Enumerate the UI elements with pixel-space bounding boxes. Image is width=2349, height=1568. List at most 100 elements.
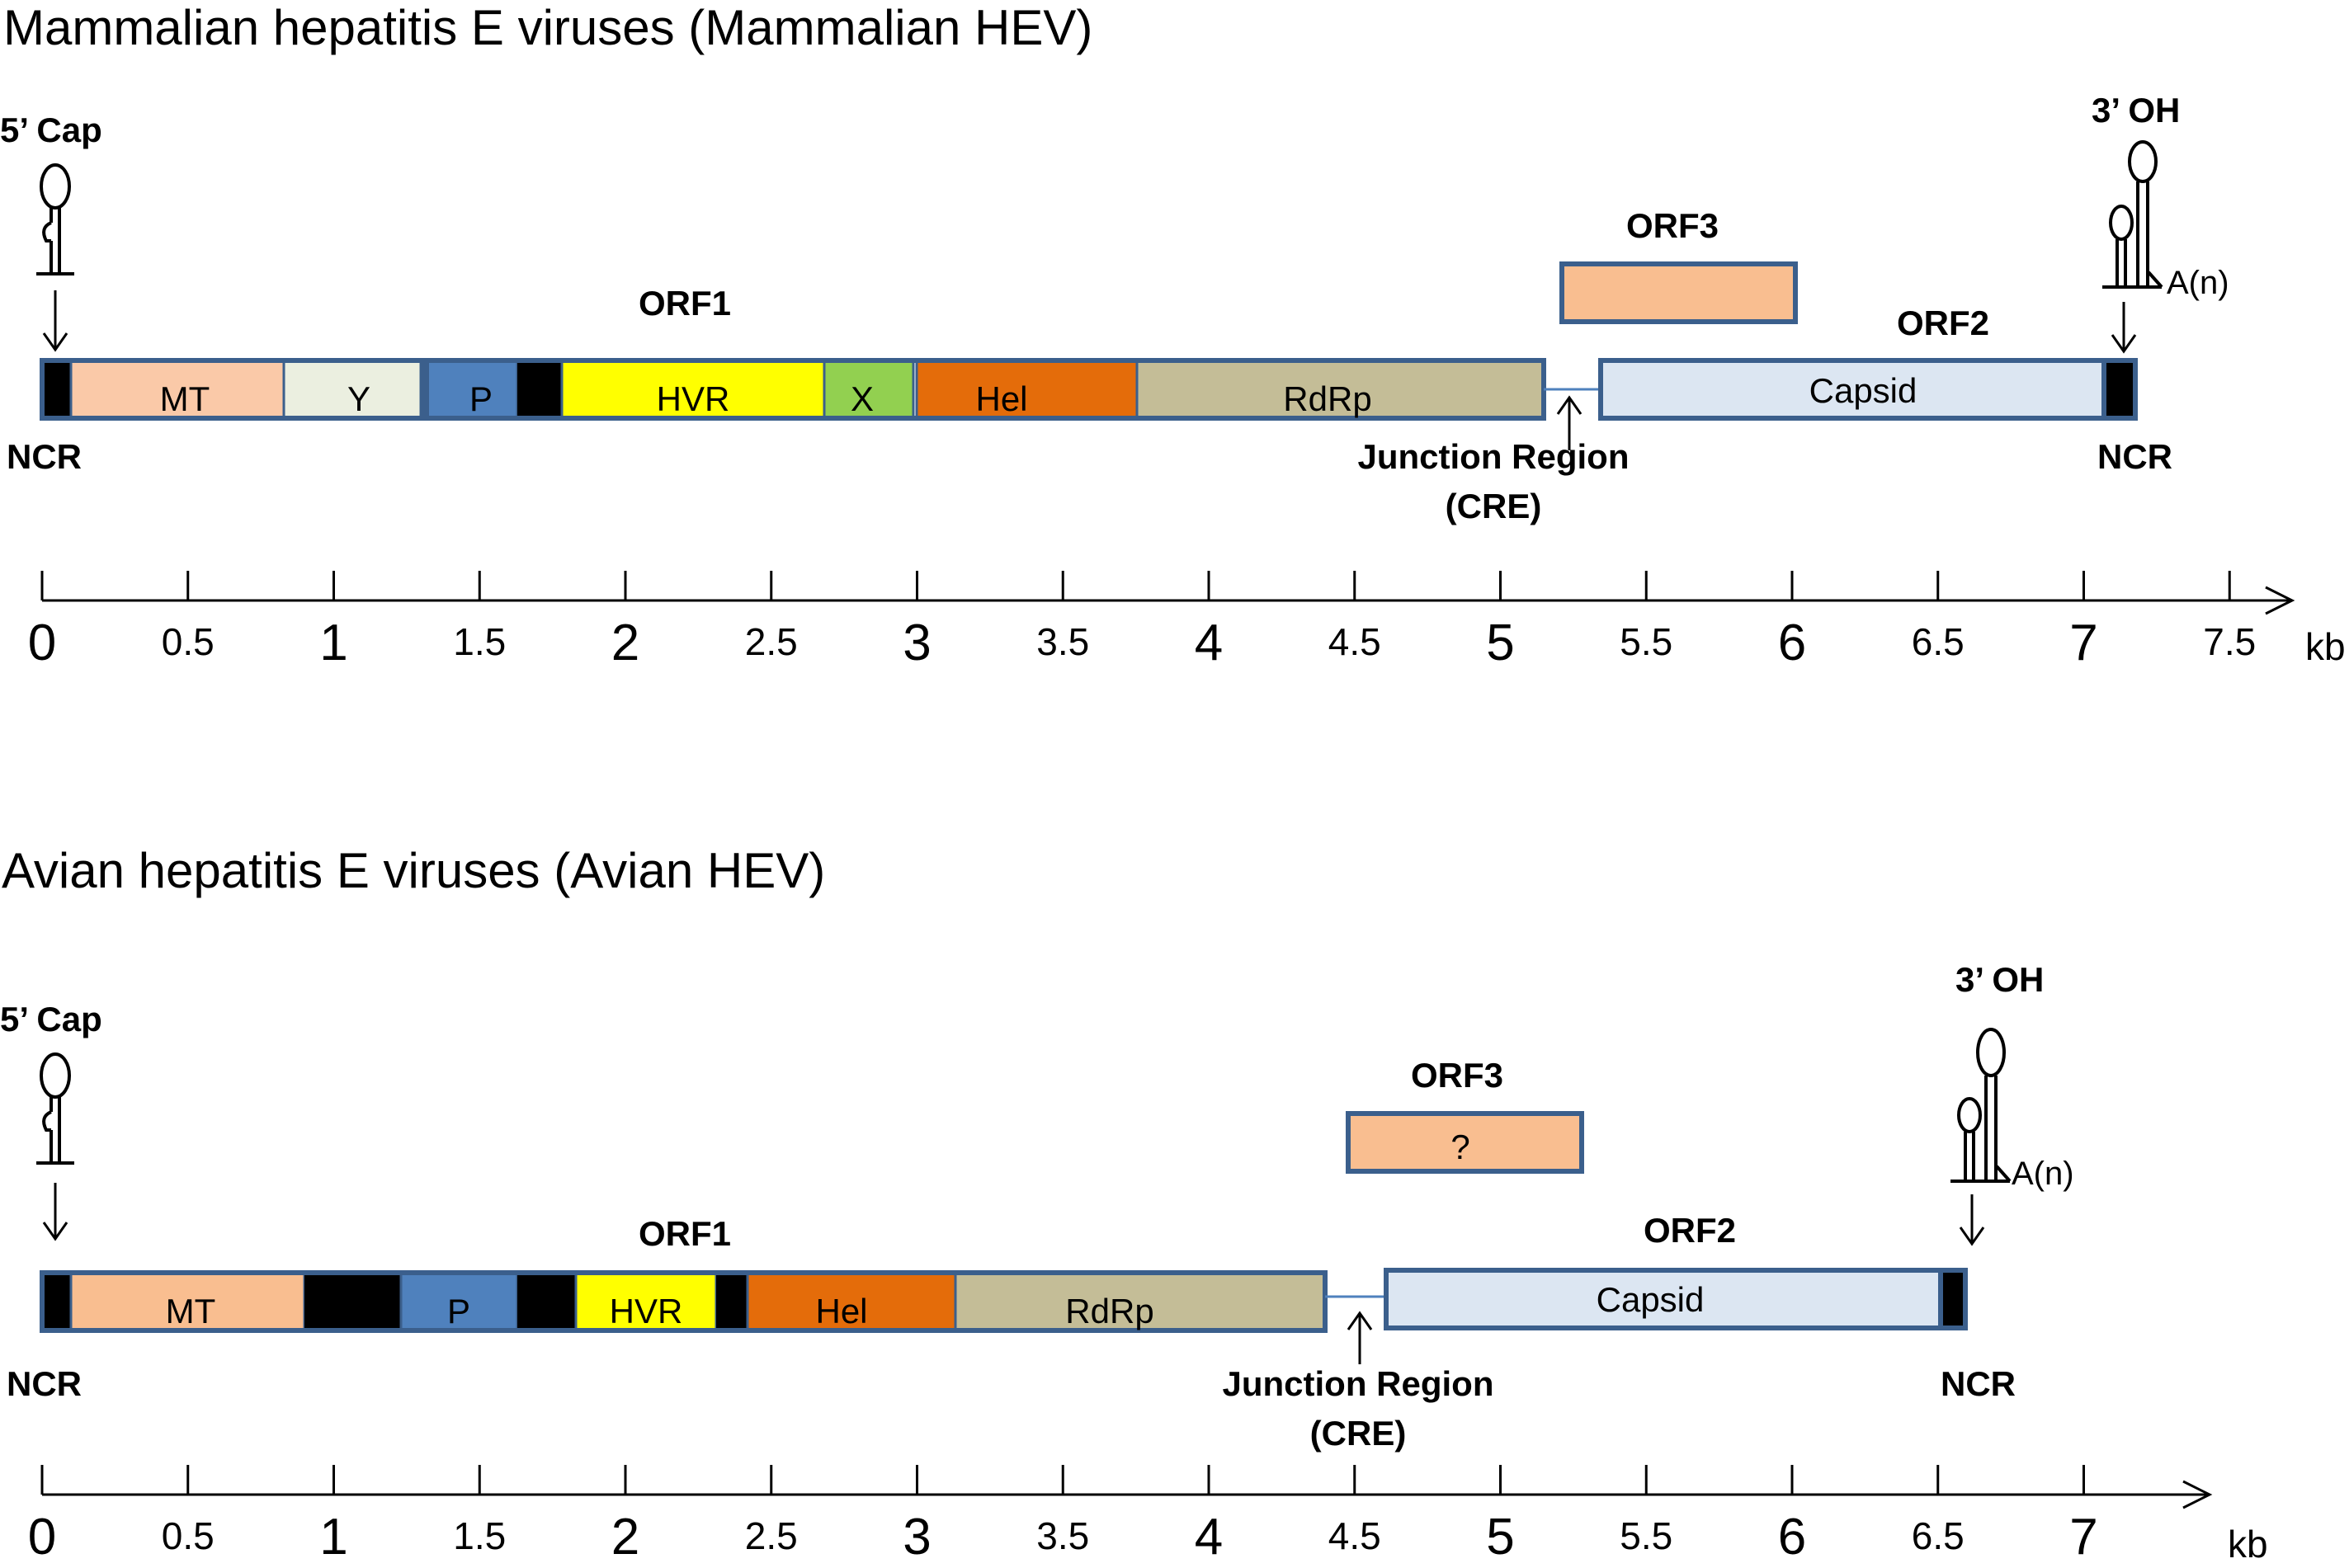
axis-tick-label: 1 xyxy=(319,1509,347,1564)
ncr-left-label: NCR xyxy=(7,437,82,476)
cap-stemloop-icon xyxy=(36,163,74,275)
axis-tick-label: 1 xyxy=(319,614,347,671)
ncr-block xyxy=(42,1273,71,1330)
panel-title: Avian hepatitis E viruses (Avian HEV) xyxy=(2,843,825,898)
polya-label: A(n) xyxy=(2012,1156,2074,1192)
orf2-label: ORF2 xyxy=(1644,1211,1736,1250)
ncr-right-label: NCR xyxy=(2097,437,2172,476)
axis-tick-label: 0.5 xyxy=(162,620,215,663)
panel-title: Mammalian hepatitis E viruses (Mammalian… xyxy=(3,0,1092,55)
domain-mt-label: MT xyxy=(160,379,210,418)
axis-tick-label: 3 xyxy=(903,614,931,671)
axis-tick-label: 5 xyxy=(1486,1509,1514,1564)
axis-tick-label: 7.5 xyxy=(2203,620,2256,663)
axis-tick-label: 6 xyxy=(1778,1509,1806,1564)
orf2-bar: Capsid xyxy=(1384,1268,1968,1330)
oh-label: 3’ OH xyxy=(2092,91,2180,129)
orf2-bar: Capsid xyxy=(1598,358,2138,421)
domain-hvr-label: HVR xyxy=(657,379,730,418)
orf1-label: ORF1 xyxy=(639,1214,731,1253)
axis-unit-label: kb xyxy=(2305,625,2346,668)
axis-tick-label: 5 xyxy=(1486,614,1514,671)
axis-unit-label: kb xyxy=(2228,1523,2268,1564)
axis-tick-label: 2.5 xyxy=(745,1514,798,1557)
axis-tick-label: 6 xyxy=(1778,614,1806,671)
ncr-block xyxy=(1938,1268,1968,1330)
domain-capsid xyxy=(1598,358,2106,421)
axis-tick-label: 0.5 xyxy=(162,1514,215,1557)
axis-tick-label: 1.5 xyxy=(453,1514,506,1557)
ncr-block xyxy=(2101,358,2138,421)
polya-stemloop-icon xyxy=(1950,1028,2012,1183)
arrow-down-icon xyxy=(42,1183,68,1241)
ncr-block xyxy=(42,360,71,418)
axis-tick-label: 3.5 xyxy=(1036,620,1089,663)
domain-hvr-label: HVR xyxy=(610,1292,683,1330)
black-block xyxy=(304,1273,401,1330)
orf1-bar: MT Y P HVR X Hel RdRp xyxy=(40,358,1546,421)
axis-tick-label: 4.5 xyxy=(1328,1514,1381,1557)
orf1-label: ORF1 xyxy=(639,284,731,323)
cre-label: (CRE) xyxy=(1446,487,1542,525)
orf3-box xyxy=(1559,261,1798,324)
domain-rdrp-label: RdRp xyxy=(1283,379,1371,418)
domain-capsid xyxy=(1384,1268,1943,1330)
domain-hel-label: Hel xyxy=(815,1292,867,1330)
kb-axis: 0 1 2 3 4 5 6 7 0.5 1.5 2.5 3.5 4.5 5.5 6.5 kb xyxy=(28,1465,2268,1566)
oh-label: 3’ OH xyxy=(1955,960,2044,999)
ncr-left-label: NCR xyxy=(7,1364,82,1403)
axis-tick-label: 3.5 xyxy=(1036,1514,1089,1557)
axis-tick-label: 3 xyxy=(903,1509,931,1564)
axis-tick-label: 7 xyxy=(2069,614,2097,671)
cap-label: 5’ Cap xyxy=(0,111,102,149)
kb-axis: 0 1 2 3 4 5 6 7 0.5 1.5 2.5 3.5 4.5 5.5 6.5 7.5 kb xyxy=(28,571,2346,671)
orf3-box xyxy=(1346,1111,1584,1174)
domain-capsid-label: Capsid xyxy=(1809,371,1917,410)
arrow-down-icon xyxy=(2111,302,2137,354)
polya-label: A(n) xyxy=(2167,265,2229,301)
orf3-label: ORF3 xyxy=(1411,1056,1503,1095)
cre-label: (CRE) xyxy=(1310,1414,1407,1453)
black-block xyxy=(716,1273,748,1330)
axis-tick-label: 5.5 xyxy=(1620,1514,1672,1557)
axis-tick-label: 2.5 xyxy=(745,620,798,663)
axis-tick-label: 0 xyxy=(28,614,56,671)
axis-tick-label: 2 xyxy=(611,1509,639,1564)
domain-mt xyxy=(69,1271,306,1332)
domain-rdrp-label: RdRp xyxy=(1065,1292,1153,1330)
cap-label: 5’ Cap xyxy=(0,1000,102,1038)
axis-tick-label: 1.5 xyxy=(453,620,506,663)
axis-tick-label: 5.5 xyxy=(1620,620,1672,663)
axis-tick-label: 6.5 xyxy=(1912,1514,1965,1557)
domain-capsid-label: Capsid xyxy=(1597,1280,1705,1319)
panel-mammalian: Mammalian hepatitis E viruses (Mammalian… xyxy=(0,0,2346,671)
axis-tick-label: 7 xyxy=(2069,1509,2097,1564)
axis-tick-label: 4 xyxy=(1195,1509,1223,1564)
junction-label: Junction Region xyxy=(1358,437,1630,476)
domain-p-label: P xyxy=(447,1292,470,1330)
orf3-label: ORF3 xyxy=(1626,206,1719,245)
axis-tick-label: 4.5 xyxy=(1328,620,1381,663)
cap-stemloop-icon xyxy=(36,1052,74,1165)
panel-avian: Avian hepatitis E viruses (Avian HEV) 5’… xyxy=(0,843,2268,1566)
axis-tick-label: 0 xyxy=(28,1509,56,1564)
junction-label: Junction Region xyxy=(1223,1364,1494,1403)
domain-y-label: Y xyxy=(347,379,370,418)
domain-rdrp xyxy=(954,1271,1327,1332)
domain-x-label: X xyxy=(851,379,874,418)
orf2-label: ORF2 xyxy=(1897,304,1989,342)
black-block xyxy=(517,1273,576,1330)
arrow-down-icon xyxy=(1959,1194,1985,1246)
orf3-unknown-label: ? xyxy=(1450,1128,1469,1166)
axis-tick-label: 4 xyxy=(1195,614,1223,671)
orf1-bar: MT P HVR Hel RdRp xyxy=(40,1270,1328,1333)
polya-stemloop-icon xyxy=(2102,140,2163,289)
arrow-up-icon xyxy=(1347,1311,1373,1364)
domain-rdrp xyxy=(1135,359,1545,420)
domain-mt xyxy=(69,359,285,420)
axis-tick-label: 2 xyxy=(611,614,639,671)
ncr-right-label: NCR xyxy=(1941,1364,2016,1403)
axis-tick-label: 6.5 xyxy=(1912,620,1965,663)
domain-p-label: P xyxy=(469,379,493,418)
